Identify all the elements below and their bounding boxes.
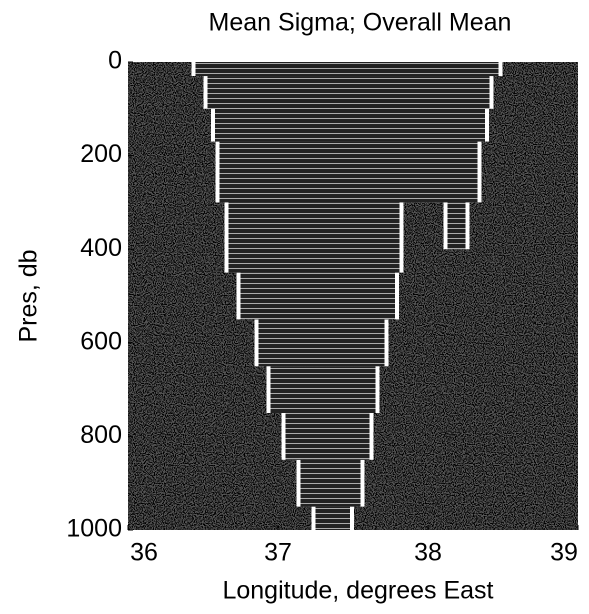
y-tick-label: 1000 <box>66 515 122 543</box>
x-tick-label: 36 <box>130 539 158 567</box>
data-fill <box>228 202 400 273</box>
data-fill <box>215 108 485 142</box>
data-fill <box>300 459 361 507</box>
data-fill <box>315 506 350 530</box>
data-fill <box>195 62 499 77</box>
data-fill <box>240 272 395 320</box>
data-fill <box>207 76 490 109</box>
plot-area <box>128 62 578 530</box>
data-fill <box>270 366 376 413</box>
y-tick-label: 800 <box>80 421 122 449</box>
data-fill <box>447 202 466 250</box>
y-tick-label: 200 <box>80 140 122 168</box>
x-tick-label: 38 <box>414 539 442 567</box>
x-tick-label: 39 <box>550 539 578 567</box>
x-axis-label: Longitude, degrees East <box>222 577 493 605</box>
y-axis-label: Pres, db <box>15 249 43 342</box>
y-tick-label: 0 <box>108 47 122 75</box>
data-fill <box>258 319 385 367</box>
data-fill <box>285 413 370 460</box>
chart-title: Mean Sigma; Overall Mean <box>209 9 512 37</box>
y-tick-label: 600 <box>80 327 122 355</box>
data-fill <box>219 141 478 203</box>
y-tick-label: 400 <box>80 234 122 262</box>
x-tick-label: 37 <box>264 539 292 567</box>
